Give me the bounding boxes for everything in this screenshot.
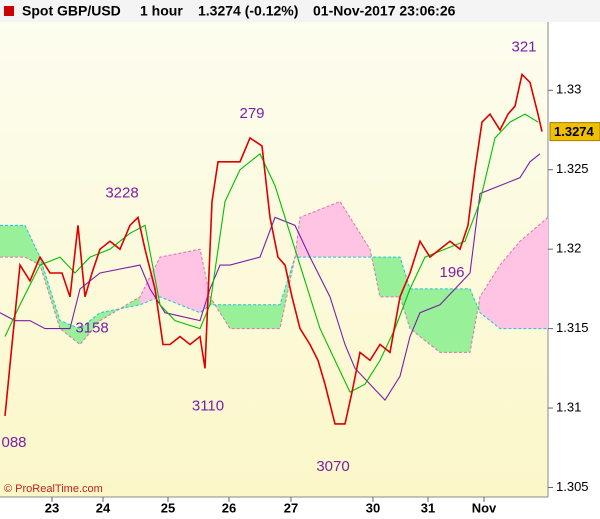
x-tick-label: 24 <box>96 500 111 515</box>
cloud-segment <box>520 217 548 329</box>
price-change: 1.3274 (-0.12%) <box>198 3 298 19</box>
last-price-box <box>549 122 600 142</box>
cloud-segment <box>410 288 440 353</box>
x-tick-label: 25 <box>161 500 175 515</box>
annotation: 3228 <box>105 185 138 202</box>
y-tick-label: 1.315 <box>556 320 589 335</box>
annotation: 196 <box>439 264 464 281</box>
annotation: 088 <box>1 434 26 451</box>
x-tick-label: 30 <box>366 500 380 515</box>
cloud-segment <box>230 304 280 329</box>
cloud-segment <box>40 257 60 329</box>
annotation: 3070 <box>316 458 349 475</box>
cloud-segment <box>0 225 25 258</box>
y-tick-label: 1.31 <box>556 399 581 414</box>
cloud-segment <box>25 225 40 266</box>
annotation: 279 <box>239 105 264 122</box>
x-tick-label: Nov <box>472 500 497 515</box>
icon <box>4 6 14 16</box>
cloud-segment <box>480 265 500 329</box>
period: 1 hour <box>140 3 183 19</box>
annotation: 321 <box>511 38 536 55</box>
annotation: 3158 <box>75 320 108 337</box>
cloud-segment <box>500 241 520 329</box>
cloud-segment <box>300 201 340 258</box>
y-tick-label: 1.305 <box>556 479 589 494</box>
price-line <box>0 153 541 401</box>
annotation: 3110 <box>192 397 224 414</box>
cloud-edge <box>0 200 549 353</box>
x-tick-label: 26 <box>222 500 236 515</box>
cloud-segment <box>380 257 400 297</box>
title-bar <box>0 0 600 22</box>
cloud-segment <box>160 249 200 313</box>
y-tick-label: 1.33 <box>556 82 581 97</box>
plot-area <box>0 22 548 497</box>
y-tick-label: 1.325 <box>556 161 589 176</box>
cloud-segment <box>440 288 470 353</box>
cloud-segment <box>340 201 370 258</box>
x-tick-label: 31 <box>421 500 435 515</box>
cloud-segment <box>80 312 100 345</box>
y-tick-label: 1.32 <box>556 241 581 256</box>
timestamp: 01-Nov-2017 23:06:26 <box>313 3 456 19</box>
x-tick-label: 27 <box>284 500 298 515</box>
symbol: Spot GBP/USD <box>22 3 121 19</box>
last-price-label: 1.3274 <box>554 124 595 139</box>
x-tick-label: 23 <box>45 500 59 515</box>
price-line <box>4 72 543 425</box>
footer: © ProRealTime.com <box>4 483 103 495</box>
cloud-segment <box>400 257 410 329</box>
